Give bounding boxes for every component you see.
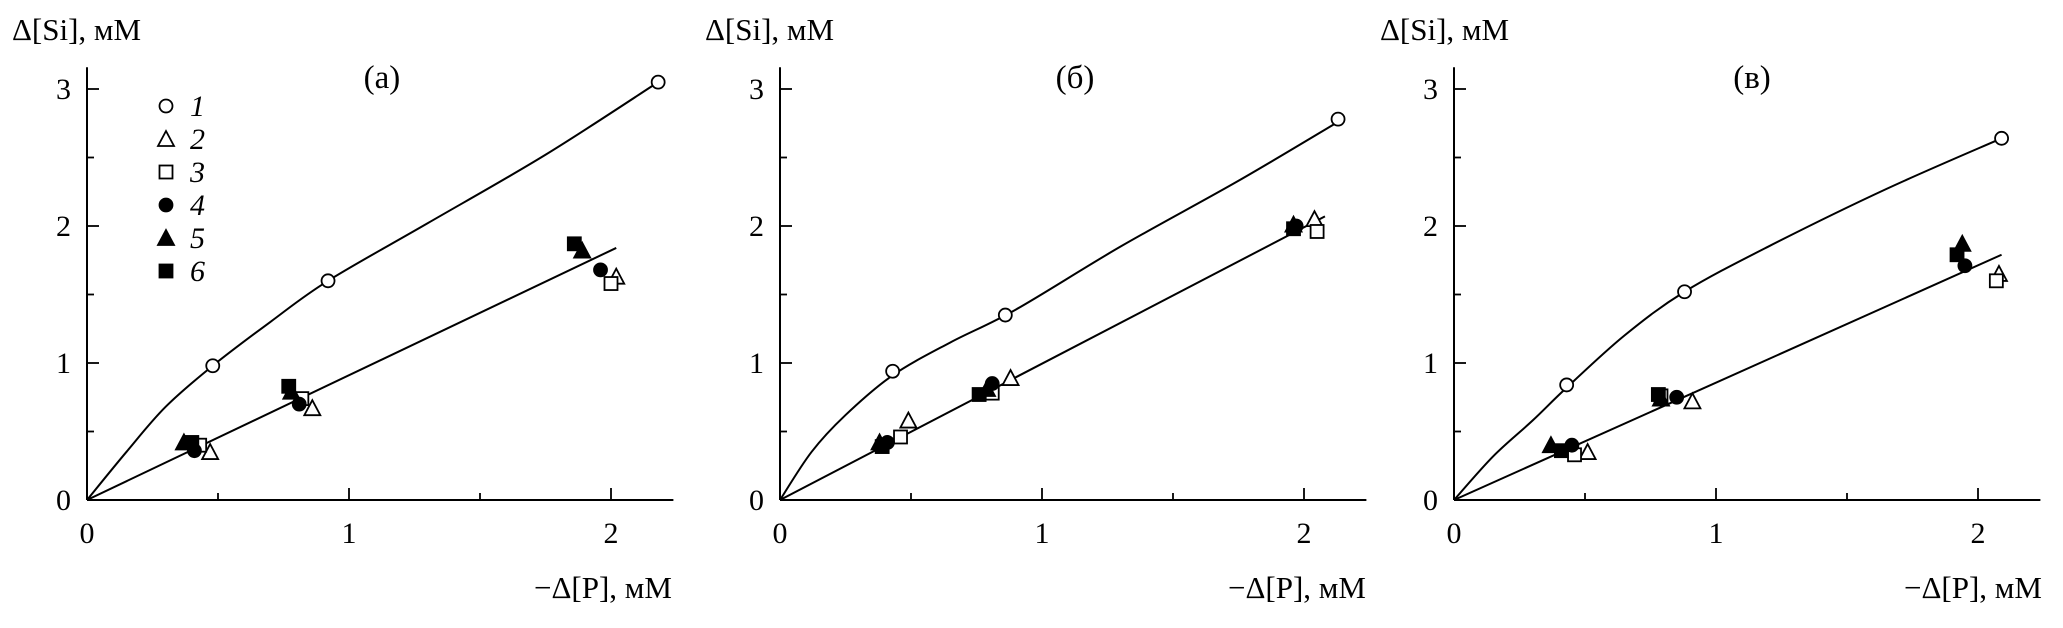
y-axis-label: Δ[Si], мМ xyxy=(1380,12,1509,47)
x-tick-label: 2 xyxy=(604,517,619,550)
data-point-series-6 xyxy=(971,387,987,402)
data-point-series-1 xyxy=(1559,377,1575,393)
data-point-series-6 xyxy=(184,435,200,450)
y-tick-label: 3 xyxy=(1423,73,1438,106)
fit-curve-series-1 xyxy=(86,81,659,501)
panel-2: 0 1 2 0 1 2 3 Δ[Si], мМ −Δ[P], мМ (б) xyxy=(705,12,1367,605)
panel-title: (б) xyxy=(1056,60,1095,96)
data-point-series-2 xyxy=(302,398,322,417)
data-point-series-1 xyxy=(1677,284,1692,300)
legend-marker-3 xyxy=(158,164,174,180)
data-point-series-1 xyxy=(1994,130,2009,146)
fit-line-series-2-6 xyxy=(1453,253,2002,501)
data-point-series-6 xyxy=(566,236,582,252)
data-point-series-6 xyxy=(1650,387,1666,402)
y-tick-label: 2 xyxy=(1423,210,1438,243)
data-point-series-1 xyxy=(205,358,221,374)
data-point-series-4 xyxy=(593,262,608,278)
data-point-series-1 xyxy=(320,273,336,289)
legend-label-2: 2 xyxy=(190,123,205,156)
data-point-series-1 xyxy=(885,363,901,379)
y-tick-label: 0 xyxy=(56,484,71,517)
data-point-series-1 xyxy=(650,74,666,90)
data-point-series-3 xyxy=(603,276,619,291)
x-tick-label: 0 xyxy=(773,517,788,550)
y-tick-label: 1 xyxy=(56,347,71,380)
data-point-series-4 xyxy=(1957,258,1973,274)
data-point-series-2 xyxy=(1001,368,1021,386)
fit-line-series-2-6 xyxy=(86,247,617,501)
legend-label-5: 5 xyxy=(190,222,205,255)
y-tick-label: 1 xyxy=(749,347,764,380)
legend-marker-4 xyxy=(158,197,174,213)
data-point-series-6 xyxy=(1949,247,1965,263)
y-axis-label: Δ[Si], мМ xyxy=(12,12,141,47)
x-tick-label: 1 xyxy=(342,517,357,550)
legend-marker-5 xyxy=(156,228,176,246)
legend-label-3: 3 xyxy=(189,156,205,189)
y-tick-label: 3 xyxy=(56,73,71,106)
legend-marker-1 xyxy=(158,98,174,114)
data-point-series-6 xyxy=(1554,443,1569,459)
panel-title: (а) xyxy=(364,60,401,96)
data-point-series-2 xyxy=(898,410,918,429)
y-tick-label: 0 xyxy=(749,484,764,517)
panel-title: (в) xyxy=(1733,60,1771,96)
x-axis-label: −Δ[P], мМ xyxy=(1904,570,2042,605)
data-point-series-3 xyxy=(1309,224,1325,239)
legend-marker-2 xyxy=(156,129,176,147)
fit-curve-series-1 xyxy=(779,121,1339,501)
x-axis-label: −Δ[P], мМ xyxy=(534,570,672,605)
data-point-series-2 xyxy=(1578,442,1598,460)
y-tick-label: 2 xyxy=(749,210,764,243)
y-tick-label: 1 xyxy=(1423,347,1438,380)
y-tick-label: 0 xyxy=(1423,484,1438,517)
y-tick-label: 2 xyxy=(56,210,71,243)
data-point-series-6 xyxy=(1286,221,1301,237)
x-tick-label: 1 xyxy=(1035,517,1050,550)
data-point-series-1 xyxy=(997,307,1013,323)
x-axis-label: −Δ[P], мМ xyxy=(1228,570,1366,605)
data-point-series-3 xyxy=(1988,273,2004,289)
data-point-series-1 xyxy=(1330,111,1346,127)
fit-curve-series-1 xyxy=(1453,137,2002,501)
data-point-series-6 xyxy=(281,378,297,394)
x-tick-label: 2 xyxy=(1971,517,1986,550)
legend-label-6: 6 xyxy=(190,255,205,288)
y-tick-label: 3 xyxy=(749,73,764,106)
legend-label-4: 4 xyxy=(190,189,205,222)
data-point-series-3 xyxy=(893,429,908,445)
x-tick-label: 1 xyxy=(1709,517,1724,550)
x-tick-label: 0 xyxy=(80,517,95,550)
data-point-series-4 xyxy=(1669,389,1685,405)
y-axis-label: Δ[Si], мМ xyxy=(705,12,834,47)
data-point-series-6 xyxy=(874,439,890,454)
data-point-series-2 xyxy=(1682,391,1702,410)
x-tick-label: 2 xyxy=(1297,517,1312,550)
panel-3: 0 1 2 0 1 2 3 Δ[Si], мМ −Δ[P], мМ (в) xyxy=(1380,12,2042,605)
legend-label-1: 1 xyxy=(190,90,205,123)
x-tick-label: 0 xyxy=(1447,517,1462,550)
fit-line-series-2-6 xyxy=(779,215,1326,501)
legend-marker-6 xyxy=(158,263,174,279)
